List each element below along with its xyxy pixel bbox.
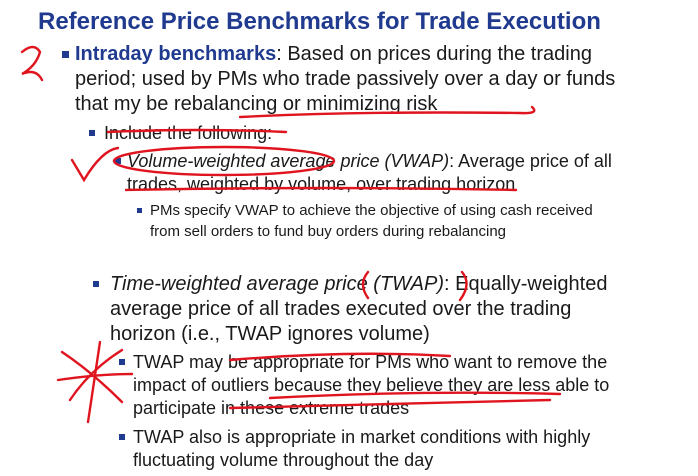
- star: [56, 340, 134, 424]
- bullet-vwap-note: PMs specify VWAP to achieve the objectiv…: [137, 201, 610, 242]
- checkmark: [70, 146, 120, 183]
- bullet-include: Include the following:: [89, 122, 604, 145]
- term: Intraday benchmarks: [75, 43, 277, 65]
- bullet-vwap: Volume-weighted average price (VWAP): Av…: [115, 150, 639, 196]
- term: Volume-weighted average price (VWAP): [127, 151, 450, 171]
- bullet-twap-note: TWAP also is appropriate in market condi…: [119, 426, 645, 472]
- bullet-twap-note: TWAP may be appropriate for PMs who want…: [119, 351, 645, 420]
- bullet-intraday: Intraday benchmarks: Based on prices dur…: [62, 42, 635, 117]
- bullet-twap: Time-weighted average price (TWAP): Equa…: [93, 272, 640, 347]
- term: Time-weighted average price (TWAP): [110, 273, 445, 295]
- description: : Equally-weighted average price of all …: [110, 273, 608, 345]
- handwritten-number: [20, 45, 44, 82]
- description: : Based on prices during the trading per…: [75, 43, 616, 115]
- slide-title: Reference Price Benchmarks for Trade Exe…: [38, 8, 601, 35]
